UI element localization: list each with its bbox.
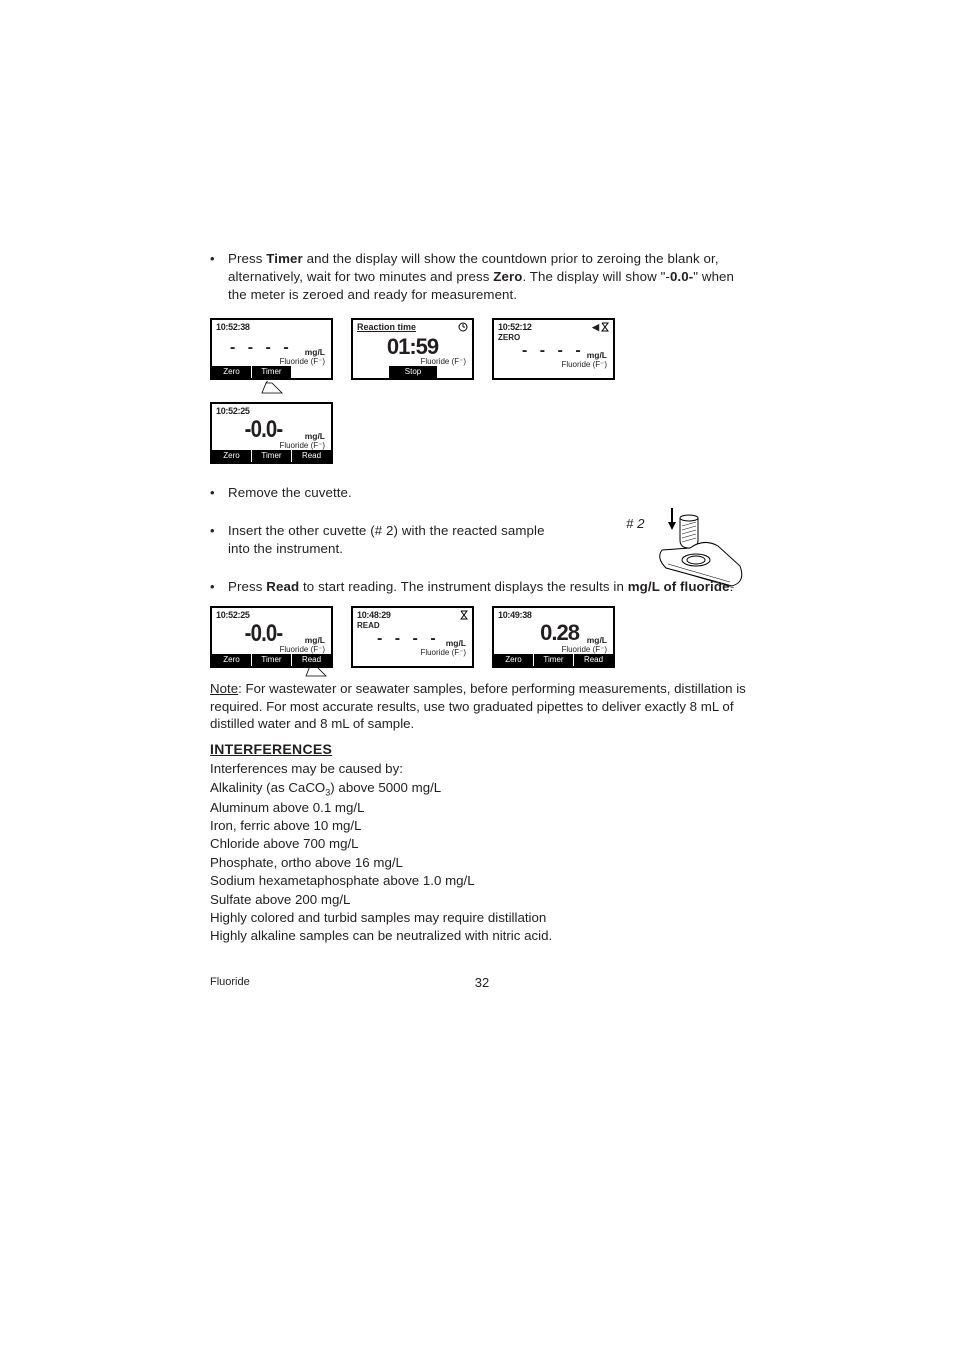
lcd-dashes-zero-timer: 10:52:38 - - - - mg/L Fluoride (F⁻) Zero… xyxy=(210,318,333,380)
lcd-time: 10:52:38 xyxy=(216,322,250,332)
lcd-btn-zero: Zero xyxy=(212,366,252,378)
screen-row-1: 10:52:38 - - - - mg/L Fluoride (F⁻) Zero… xyxy=(210,318,754,464)
lcd-time: 10:52:25 xyxy=(216,610,250,620)
lcd-method: Fluoride (F⁻) xyxy=(279,441,325,450)
lcd-unit: mg/L xyxy=(305,347,325,357)
lcd-result: 10:49:38 0.28 mg/L Fluoride (F⁻) Zero Ti… xyxy=(492,606,615,668)
bullet: • xyxy=(210,522,228,558)
lcd-unit: mg/L xyxy=(305,635,325,645)
lcd-method: Fluoride (F⁻) xyxy=(420,648,466,657)
lcd-time: 10:52:25 xyxy=(216,406,250,416)
callout-arrow-timer xyxy=(210,387,333,401)
lcd-title: Reaction time xyxy=(357,322,416,332)
interferences-heading: INTERFERENCES xyxy=(210,741,754,757)
lcd-btn-zero: Zero xyxy=(494,654,534,666)
interf-hexameta: Sodium hexametaphosphate above 1.0 mg/L xyxy=(210,872,754,890)
lcd-btn-read: Read xyxy=(292,450,331,462)
lcd-sublabel: READ xyxy=(357,621,380,630)
lcd-value: -0.0- xyxy=(213,622,314,646)
step-insert: Insert the other cuvette (# 2) with the … xyxy=(228,522,558,558)
lcd-dashes: - - - - xyxy=(230,340,293,356)
lcd-value: 0.28 xyxy=(540,622,579,644)
lcd-dashes: - - - - xyxy=(377,631,440,647)
cuvette-label: # 2 xyxy=(626,516,645,531)
lcd-reading: 10:48:29 READ - - - - mg/L Fluoride (F⁻) xyxy=(351,606,474,668)
interf-sulfate: Sulfate above 200 mg/L xyxy=(210,891,754,909)
lcd-unit: mg/L xyxy=(587,635,607,645)
bullet: • xyxy=(210,250,228,304)
step-timer-text: Press Timer and the display will show th… xyxy=(228,250,754,304)
lcd-value: -0.0- xyxy=(213,418,314,442)
screen-row-2: 10:52:25 -0.0- mg/L Fluoride (F⁻) Zero T… xyxy=(210,606,754,668)
lcd-unit: mg/L xyxy=(587,350,607,360)
interf-chloride: Chloride above 700 mg/L xyxy=(210,835,754,853)
clock-icon xyxy=(458,322,468,332)
callout-arrow-read xyxy=(210,662,333,680)
lcd-method: Fluoride (F⁻) xyxy=(279,357,325,366)
lcd-sublabel: ZERO xyxy=(498,333,520,342)
lcd-unit: mg/L xyxy=(446,638,466,648)
lcd-method: Fluoride (F⁻) xyxy=(420,357,466,366)
note-label: Note xyxy=(210,681,238,696)
lcd-btn-zero: Zero xyxy=(212,450,252,462)
lcd-time: 10:48:29 xyxy=(357,610,391,620)
hourglass-icon xyxy=(601,322,609,332)
lcd-dashes: - - - - xyxy=(522,343,585,359)
speaker-icon: ◀ xyxy=(592,322,599,333)
interf-phosphate: Phosphate, ortho above 16 mg/L xyxy=(210,854,754,872)
interf-intro: Interferences may be caused by: xyxy=(210,760,754,778)
interf-iron: Iron, ferric above 10 mg/L xyxy=(210,817,754,835)
lcd-method: Fluoride (F⁻) xyxy=(279,645,325,654)
lcd-btn-timer: Timer xyxy=(252,450,292,462)
lcd-zero-progress: 10:52:12 ◀ ZERO - - - - mg/L Fluoride (F… xyxy=(492,318,615,380)
page-number: 32 xyxy=(475,975,489,990)
note-block: Note: For wastewater or seawater samples… xyxy=(210,680,754,734)
interf-alkaline: Highly alkaline samples can be neutraliz… xyxy=(210,927,754,945)
lcd-unit: mg/L xyxy=(305,431,325,441)
interf-aluminum: Aluminum above 0.1 mg/L xyxy=(210,799,754,817)
lcd-btn-empty xyxy=(292,366,331,378)
lcd-btn-stop: Stop xyxy=(389,366,437,378)
bullet: • xyxy=(210,578,228,596)
lcd-btn-read: Read xyxy=(574,654,613,666)
lcd-ready-read: 10:52:25 -0.0- mg/L Fluoride (F⁻) Zero T… xyxy=(210,606,333,668)
bullet: • xyxy=(210,484,228,502)
lcd-time: 10:49:38 xyxy=(498,610,532,620)
lcd-btn-timer: Timer xyxy=(252,366,292,378)
interf-alkalinity: Alkalinity (as CaCO3) above 5000 mg/L xyxy=(210,779,754,799)
lcd-time: 10:52:12 xyxy=(498,322,532,332)
hourglass-icon xyxy=(460,610,468,620)
footer-section-name: Fluoride xyxy=(210,976,250,988)
lcd-reaction-time: Reaction time 01:59 Fluoride (F⁻) Stop xyxy=(351,318,474,380)
cuvette-illustration: # 2 xyxy=(654,508,754,608)
lcd-btn-timer: Timer xyxy=(534,654,574,666)
lcd-zeroed: 10:52:25 -0.0- mg/L Fluoride (F⁻) Zero T… xyxy=(210,402,333,464)
lcd-method: Fluoride (F⁻) xyxy=(561,360,607,369)
lcd-method: Fluoride (F⁻) xyxy=(561,645,607,654)
interf-turbid: Highly colored and turbid samples may re… xyxy=(210,909,754,927)
step-remove: Remove the cuvette. xyxy=(228,484,352,502)
